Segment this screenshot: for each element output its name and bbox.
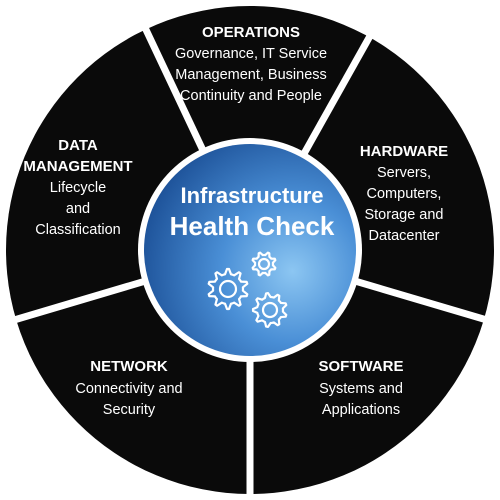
segment-data-management-title: MANAGEMENT xyxy=(23,158,132,175)
segment-data-management-body-line: Classification xyxy=(35,222,120,238)
segment-hardware-body-line: Datacenter xyxy=(369,228,440,244)
segment-software: SOFTWARE Systems and Applications xyxy=(319,358,404,418)
center-title-line2: Health Check xyxy=(170,211,335,241)
gear-medium-icon-outline xyxy=(251,292,288,328)
segment-data-management: DATA MANAGEMENT Lifecycle and Classification xyxy=(23,137,132,238)
segment-operations-body-line: Management, Business xyxy=(175,67,327,83)
gear-medium-icon xyxy=(251,292,288,328)
segment-data-management-body-line: Lifecycle xyxy=(50,180,106,196)
segment-operations: OPERATIONS Governance, IT Service Manageme… xyxy=(175,24,327,104)
segment-hardware: HARDWARE Servers, Computers, Storage and Dat… xyxy=(360,143,448,244)
segment-data-management-body-line: and xyxy=(66,201,90,217)
segment-data-management-title: DATA xyxy=(58,137,98,154)
segment-network-body-line: Security xyxy=(103,402,156,418)
segment-network-title: NETWORK xyxy=(90,358,168,375)
segment-operations-title: OPERATIONS xyxy=(202,24,300,41)
gear-large-icon-hub xyxy=(218,279,238,299)
segment-software-body-line: Systems and xyxy=(319,381,403,397)
gear-medium-icon-hub xyxy=(261,301,279,319)
gear-small-icon-outline xyxy=(251,251,277,277)
segment-network: NETWORK Connectivity and Security xyxy=(75,358,182,418)
segment-hardware-body-line: Storage and xyxy=(364,207,443,223)
segment-operations-body-line: Governance, IT Service xyxy=(175,46,327,62)
segment-hardware-title: HARDWARE xyxy=(360,143,448,160)
segment-dividers xyxy=(3,15,498,497)
center-circle xyxy=(144,144,356,356)
segment-network-body-line: Connectivity and xyxy=(75,381,182,397)
segment-hardware-body-line: Computers, xyxy=(367,186,442,202)
center-title-line1: Infrastructure xyxy=(180,183,323,208)
gear-small-icon xyxy=(251,251,277,277)
gear-large-icon xyxy=(207,267,249,311)
segment-hardware-body-line: Servers, xyxy=(377,165,431,181)
gears-icon xyxy=(207,251,288,328)
gear-small-icon-hub xyxy=(257,257,271,271)
segment-software-title: SOFTWARE xyxy=(319,358,404,375)
segment-operations-body-line: Continuity and People xyxy=(180,88,322,104)
gear-large-icon-outline xyxy=(207,267,249,311)
segment-software-body-line: Applications xyxy=(322,402,400,418)
